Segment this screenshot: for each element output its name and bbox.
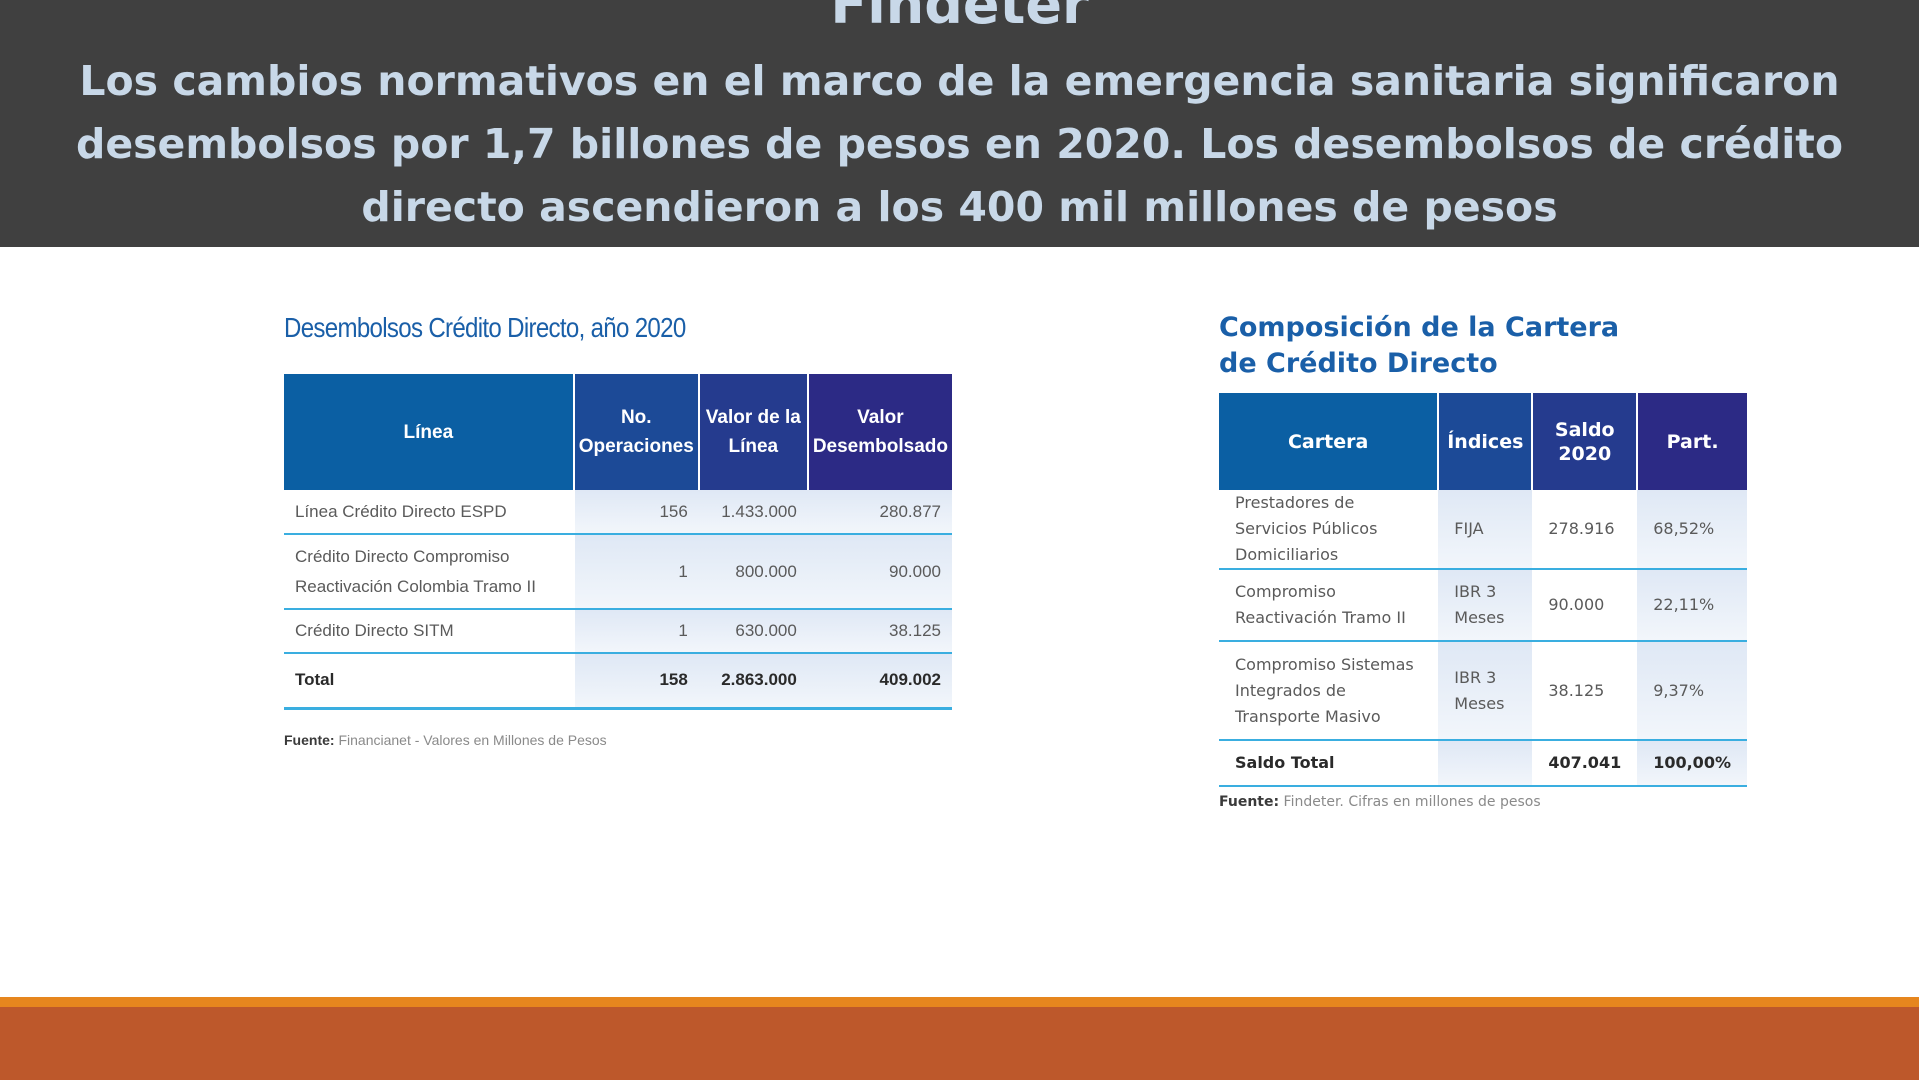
column-header: Cartera: [1219, 393, 1440, 490]
table-cell: Crédito Directo SITM: [284, 609, 575, 654]
table-cell: Línea Crédito Directo ESPD: [284, 490, 575, 535]
portfolio-section: Composición de la Cartera de Crédito Dir…: [1219, 310, 1749, 810]
portfolio-table: Cartera Índices Saldo 2020 Part. Prestad…: [1219, 393, 1747, 787]
table-cell: IBR 3 Meses: [1438, 641, 1533, 741]
table-cell: 407.041: [1532, 740, 1638, 787]
table-cell: 278.916: [1532, 490, 1638, 570]
source-text: Findeter. Cifras en millones de pesos: [1283, 794, 1541, 810]
table-cell: 2.863.000: [698, 653, 808, 710]
table-cell: 100,00%: [1637, 740, 1747, 787]
table-total-row: Total 158 2.863.000 409.002: [284, 653, 952, 710]
table-row: Prestadores de Servicios Públicos Domici…: [1219, 490, 1747, 570]
table-total-row: Saldo Total 407.041 100,00%: [1219, 740, 1747, 787]
table-cell: 158: [573, 653, 699, 710]
footer-band: [0, 1007, 1919, 1080]
table-cell: Crédito Directo Compromiso Reactivación …: [284, 534, 575, 610]
table-cell: IBR 3 Meses: [1438, 569, 1533, 642]
table-row: Compromiso Sistemas Integrados de Transp…: [1219, 641, 1747, 741]
disbursements-table: Línea No. Operaciones Valor de la Línea …: [284, 374, 952, 710]
table-cell: Saldo Total: [1219, 740, 1439, 787]
table-cell: 90.000: [807, 534, 952, 610]
table-row: Línea Crédito Directo ESPD 156 1.433.000…: [284, 490, 952, 535]
table-source-note: Fuente: Financianet - Valores en Millone…: [284, 732, 607, 748]
table-cell: Compromiso Sistemas Integrados de Transp…: [1219, 641, 1439, 741]
source-label: Fuente:: [284, 732, 335, 748]
table-cell: 280.877: [807, 490, 952, 535]
column-header: Saldo 2020: [1532, 393, 1639, 490]
table-cell: Compromiso Reactivación Tramo II: [1219, 569, 1439, 642]
table-row: Crédito Directo Compromiso Reactivación …: [284, 534, 952, 610]
table-cell: Total: [284, 653, 575, 710]
column-header: No. Operaciones: [573, 374, 700, 490]
table-cell: 90.000: [1532, 569, 1638, 642]
table-cell: [1438, 740, 1533, 787]
slide-title: Findeter: [830, 0, 1089, 36]
table-cell: 68,52%: [1637, 490, 1747, 570]
table-cell: Prestadores de Servicios Públicos Domici…: [1219, 490, 1439, 570]
source-text: Financianet - Valores en Millones de Pes…: [338, 732, 607, 748]
table-header-row: Cartera Índices Saldo 2020 Part.: [1219, 393, 1747, 490]
table-header-row: Línea No. Operaciones Valor de la Línea …: [284, 374, 952, 490]
table-cell: 409.002: [807, 653, 952, 710]
source-label: Fuente:: [1219, 794, 1280, 810]
column-header: Índices: [1438, 393, 1534, 490]
disbursements-section: Desembolsos Crédito Directo, año 2020 Lí…: [284, 312, 952, 748]
table-cell: 1: [573, 609, 699, 654]
table-source-note: Fuente: Findeter. Cifras en millones de …: [1219, 794, 1541, 810]
header-band: Findeter Los cambios normativos en el ma…: [0, 0, 1919, 247]
table-cell: 800.000: [698, 534, 808, 610]
table-cell: FIJA: [1438, 490, 1533, 570]
table-cell: 1.433.000: [698, 490, 808, 535]
table-cell: 38.125: [807, 609, 952, 654]
table-cell: 630.000: [698, 609, 808, 654]
table-cell: 22,11%: [1637, 569, 1747, 642]
table-cell: 156: [573, 490, 699, 535]
column-header: Valor Desembolsado: [807, 374, 952, 490]
column-header: Línea: [284, 374, 575, 490]
disbursements-table-title: Desembolsos Crédito Directo, año 2020: [284, 312, 686, 343]
portfolio-table-title: Composición de la Cartera de Crédito Dir…: [1219, 312, 1620, 379]
table-cell: 1: [573, 534, 699, 610]
column-header: Part.: [1637, 393, 1747, 490]
table-cell: 38.125: [1532, 641, 1638, 741]
table-cell: 9,37%: [1637, 641, 1747, 741]
table-row: Compromiso Reactivación Tramo II IBR 3 M…: [1219, 569, 1747, 642]
footer-accent-stripe: [0, 997, 1919, 1007]
table-row: Crédito Directo SITM 1 630.000 38.125: [284, 609, 952, 654]
column-header: Valor de la Línea: [698, 374, 809, 490]
slide-subtitle: Los cambios normativos en el marco de la…: [75, 57, 1844, 231]
